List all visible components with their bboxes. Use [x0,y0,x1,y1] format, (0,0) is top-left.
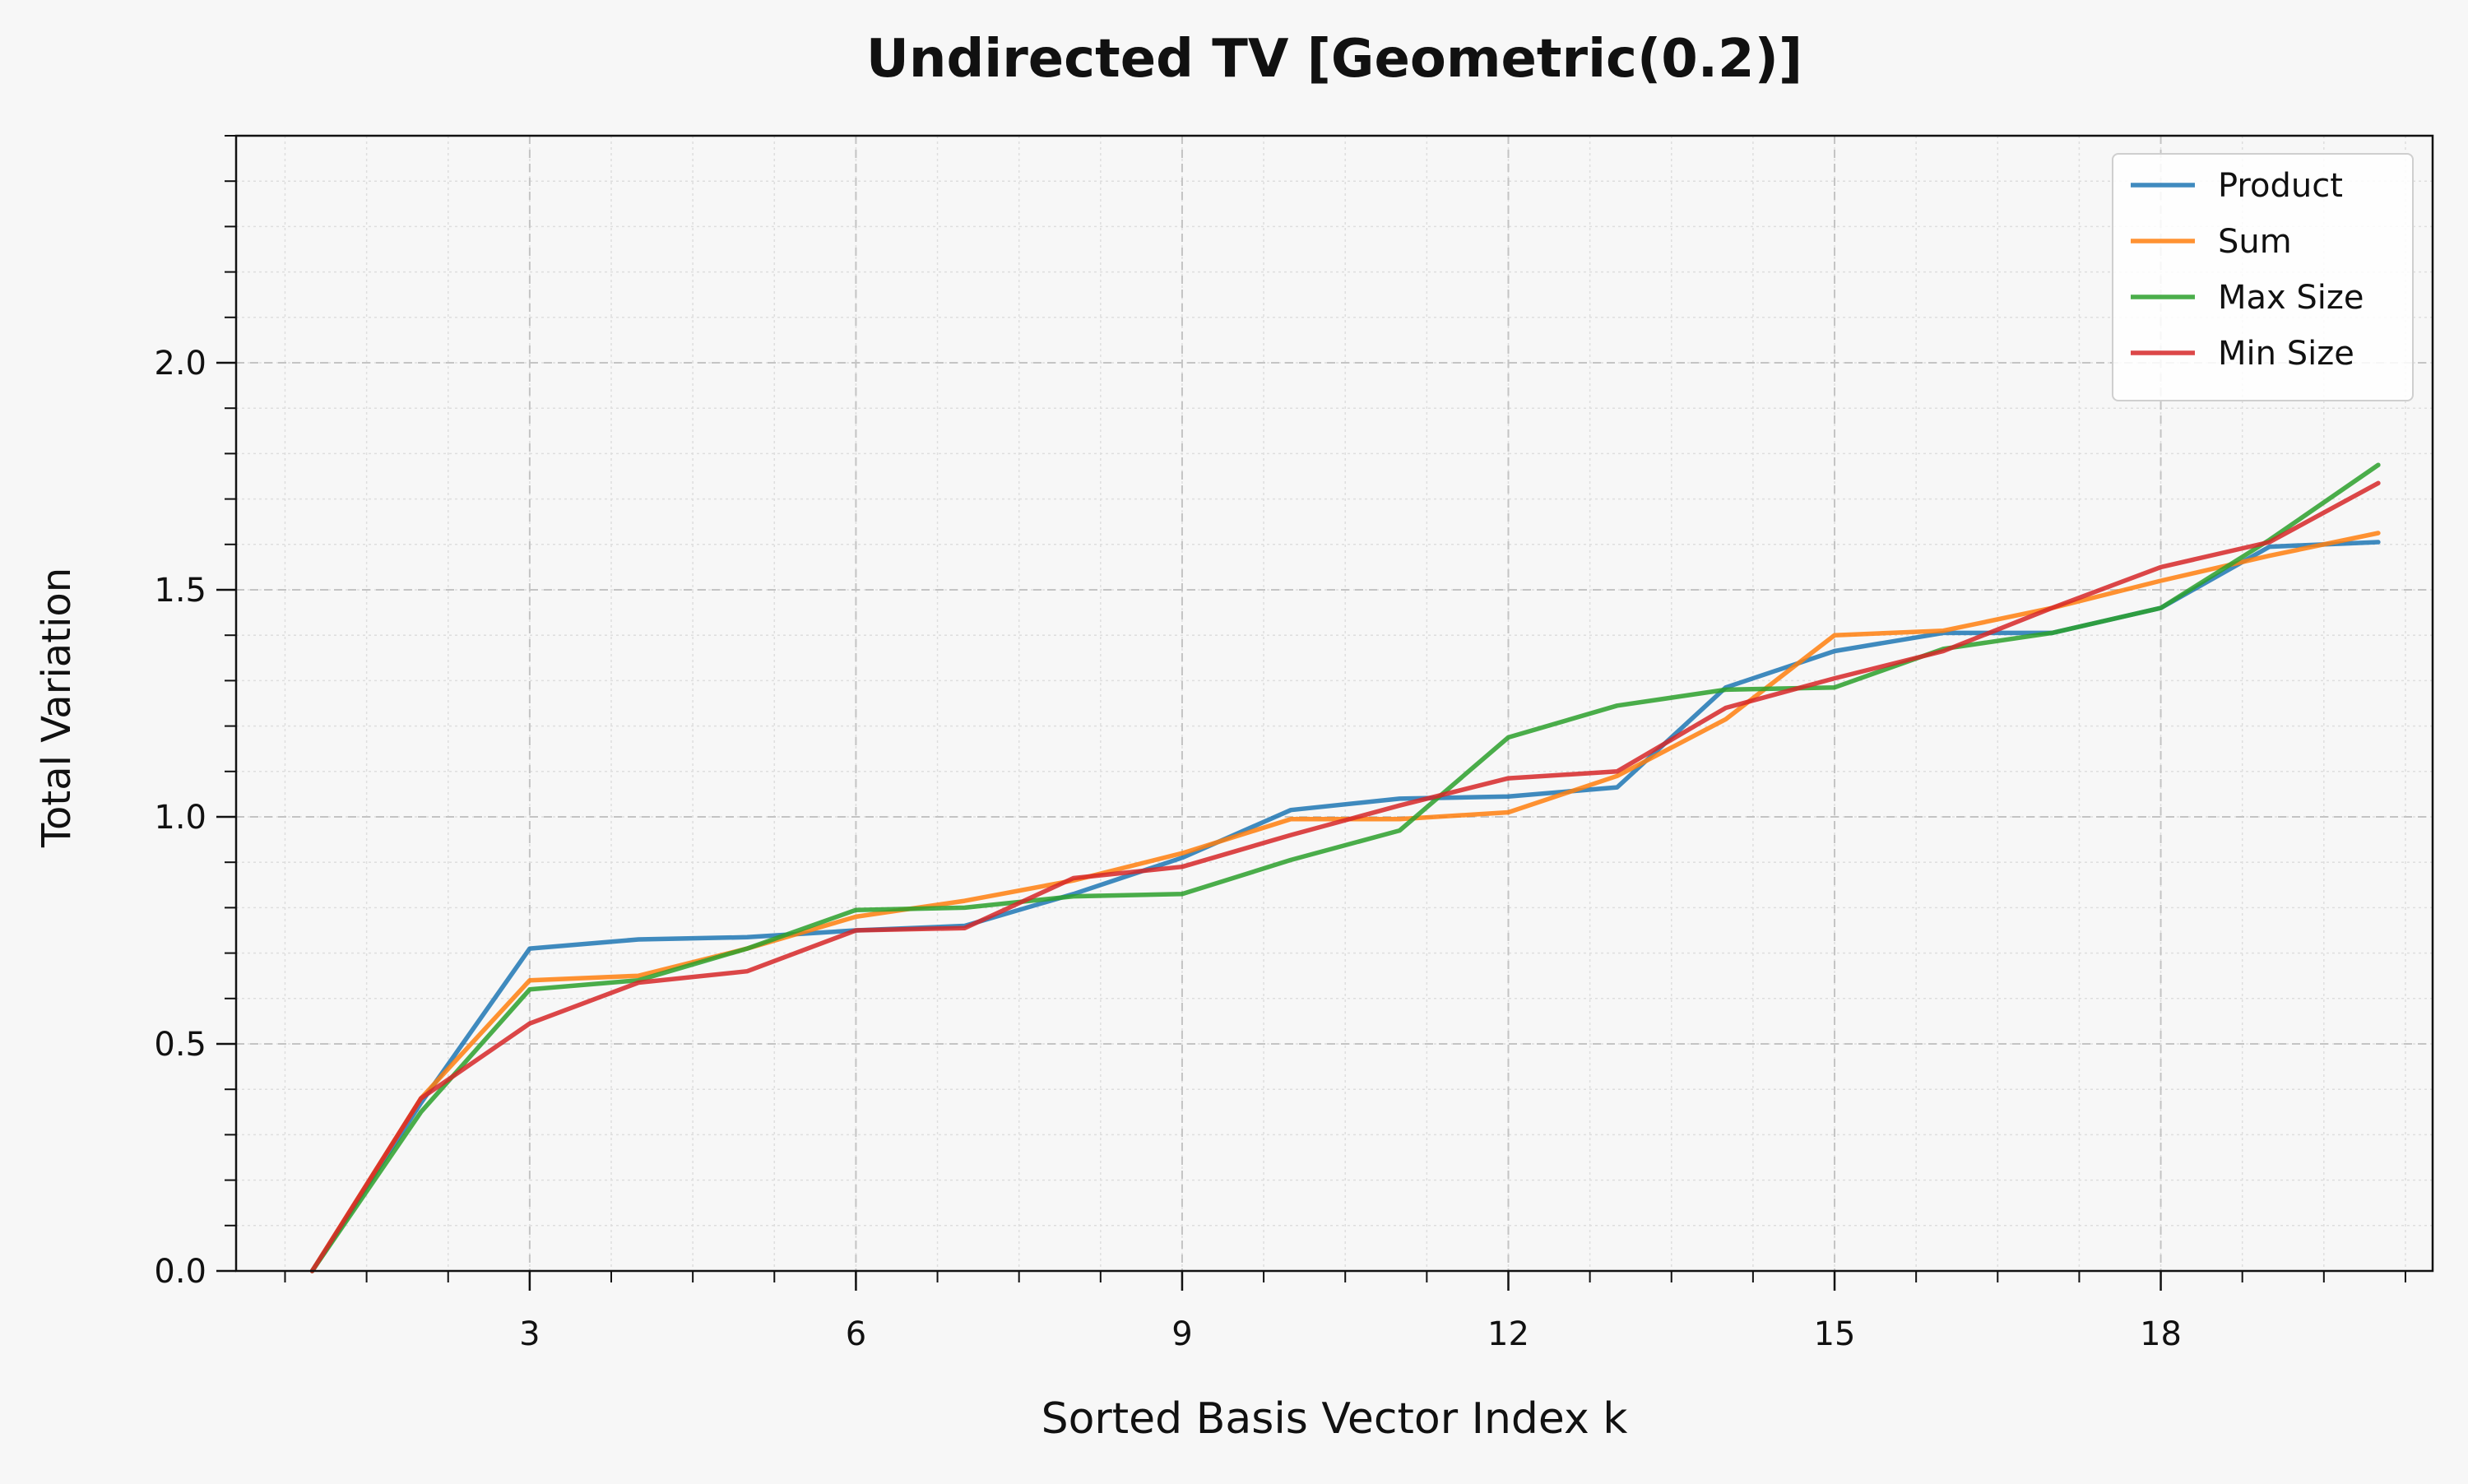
plot-frame [234,134,2434,1273]
legend-label-product: Product [2218,167,2343,205]
legend: Product Sum Max Size Min Size [2112,153,2414,401]
x-tick-label: 3 [519,1315,540,1353]
major-grid [236,136,2433,1272]
legend-label-sum: Sum [2218,223,2292,261]
x-tick-label: 18 [2140,1315,2182,1353]
x-axis-label: Sorted Basis Vector Index k [1041,1394,1628,1444]
x-tick-label: 15 [1814,1315,1856,1353]
legend-box [2112,153,2414,401]
y-tick-label: 0.5 [154,1026,206,1064]
x-tick-label: 9 [1171,1315,1192,1353]
y-axis-label: Total Variation [34,568,80,848]
series-line-product [309,540,2381,1273]
legend-label-min-size: Min Size [2218,335,2354,373]
chart-title: Undirected TV [Geometric(0.2)] [866,29,1802,90]
series-line-min-size [309,480,2381,1273]
x-tick-label: 12 [1487,1315,1529,1353]
legend-label-max-size: Max Size [2218,279,2364,317]
y-tick-label: 1.5 [154,572,206,610]
y-tick-label: 1.0 [154,799,206,837]
x-tick-label: 6 [846,1315,866,1353]
minor-grid [236,135,2433,1272]
series-line-max-size [309,462,2381,1273]
axis-ticks: 3 6 9 12 15 18 0.0 0.5 1.0 1.5 2.0 [154,135,2406,1353]
y-tick-label: 2.0 [154,345,206,383]
series-lines [309,462,2381,1273]
y-tick-label: 0.0 [154,1253,206,1291]
